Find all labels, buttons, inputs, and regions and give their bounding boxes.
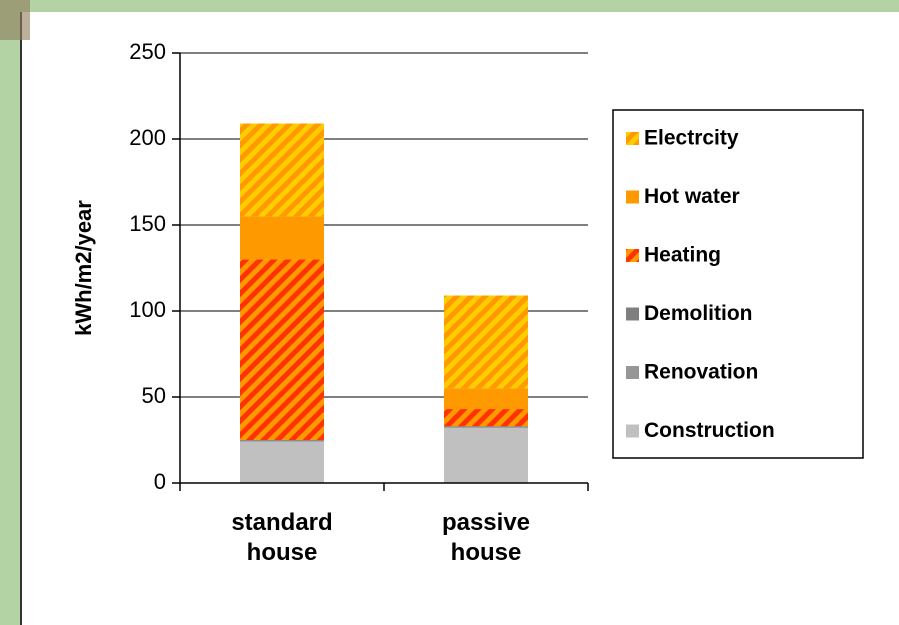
- legend-swatch: [626, 249, 639, 262]
- y-tick-label: 150: [129, 211, 166, 236]
- legend-label: Electrcity: [644, 127, 739, 150]
- y-axis-label: kWh/m2/year: [71, 200, 96, 336]
- bar-segment: [444, 388, 528, 410]
- bar-segment: [444, 426, 528, 428]
- legend-label: Construction: [644, 419, 775, 442]
- y-tick-label: 200: [129, 125, 166, 150]
- x-tick-label: passive house: [441, 509, 531, 566]
- legend-label: Renovation: [644, 361, 758, 384]
- bar-segment: [240, 259, 324, 440]
- legend-swatch: [626, 132, 639, 145]
- bar-segment: [444, 295, 528, 389]
- legend-swatch: [626, 307, 639, 321]
- bar-segment: [240, 216, 324, 260]
- legend-box: [612, 109, 864, 459]
- bar-segment: [444, 427, 528, 428]
- y-tick-label: 100: [129, 297, 166, 322]
- bar-segment: [444, 409, 528, 427]
- x-tick-label: standard house: [231, 509, 333, 566]
- legend-label: Heating: [644, 244, 721, 267]
- legend-swatch: [626, 366, 639, 379]
- bar-segment: [240, 440, 324, 442]
- bar-segment: [240, 440, 324, 441]
- corner-texture: [0, 0, 30, 40]
- legend-label: Demolition: [644, 302, 753, 325]
- bar-segment: [240, 123, 324, 217]
- legend-swatch: [626, 190, 639, 204]
- legend-label: Hot water: [644, 185, 740, 208]
- y-tick-label: 50: [142, 383, 166, 408]
- y-tick-label: 0: [154, 469, 166, 494]
- bar-segment: [444, 427, 528, 483]
- y-tick-label: 250: [129, 39, 166, 64]
- legend-swatch: [626, 424, 639, 438]
- bar-segment: [240, 441, 324, 483]
